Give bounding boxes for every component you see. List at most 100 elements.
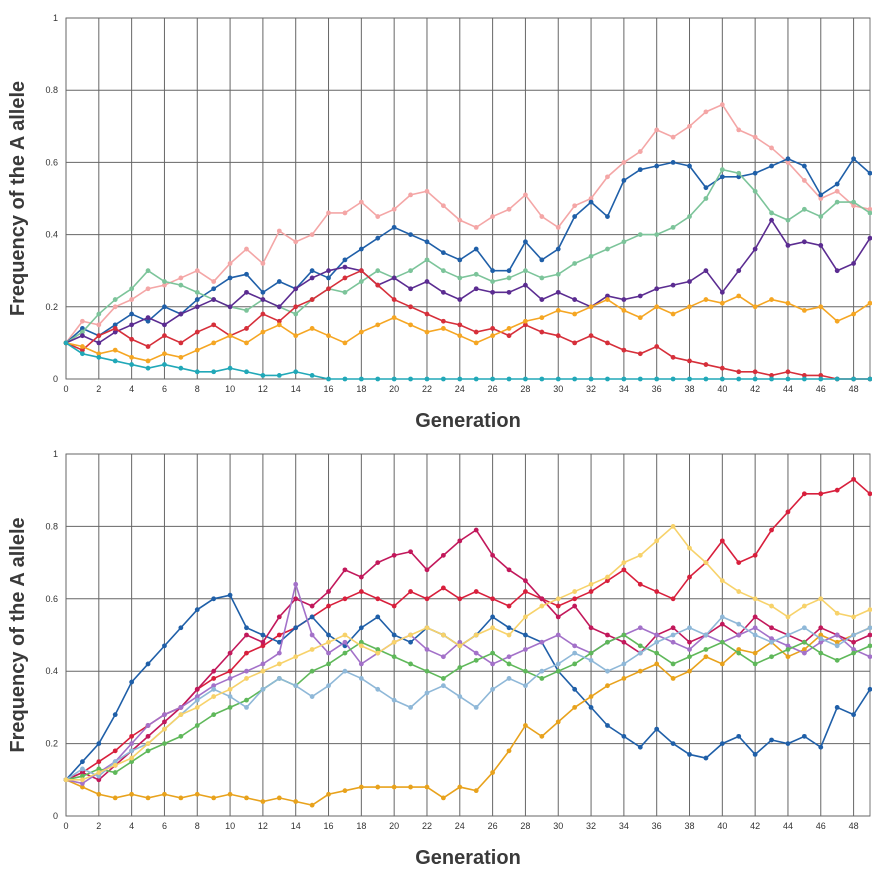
series-line	[65, 634, 871, 781]
point	[162, 712, 167, 718]
point	[162, 791, 167, 797]
point	[719, 578, 725, 584]
point	[112, 322, 118, 328]
point	[834, 632, 840, 638]
point	[851, 632, 856, 638]
x-tick-label: 16	[324, 821, 334, 831]
point	[358, 279, 364, 284]
point	[358, 639, 364, 645]
point	[326, 286, 331, 292]
point	[194, 607, 200, 613]
point	[178, 712, 184, 718]
point	[194, 329, 200, 335]
point	[194, 723, 200, 728]
point	[276, 279, 282, 284]
point	[572, 214, 578, 219]
point	[457, 257, 463, 263]
point	[506, 625, 512, 631]
point	[358, 676, 364, 681]
point	[440, 250, 446, 256]
series-line	[65, 157, 871, 344]
point	[572, 203, 578, 209]
point	[342, 567, 348, 573]
point	[244, 340, 249, 346]
point	[326, 376, 331, 382]
point	[293, 369, 299, 375]
point	[637, 643, 643, 649]
point	[736, 647, 742, 652]
point	[244, 705, 249, 710]
point	[162, 282, 167, 288]
point	[112, 347, 118, 353]
point	[490, 376, 496, 382]
point	[473, 224, 479, 230]
point	[736, 293, 742, 299]
point	[851, 650, 856, 656]
point	[293, 683, 299, 689]
point	[572, 705, 578, 710]
point	[637, 167, 643, 173]
series-line	[65, 478, 871, 781]
point	[309, 372, 315, 378]
point	[408, 589, 413, 594]
point	[457, 322, 463, 328]
point	[654, 163, 660, 169]
point	[506, 333, 512, 339]
point	[851, 639, 856, 645]
point	[293, 304, 299, 310]
x-tick-label: 40	[717, 384, 727, 394]
point	[276, 632, 282, 638]
point	[244, 632, 249, 638]
point	[408, 232, 413, 238]
point	[801, 650, 807, 656]
point	[375, 235, 381, 241]
point	[457, 665, 463, 670]
point	[719, 376, 725, 382]
point	[687, 279, 692, 284]
point	[539, 676, 545, 681]
point	[96, 311, 102, 317]
point	[719, 174, 725, 180]
point	[588, 199, 594, 205]
point	[260, 289, 266, 295]
point	[96, 759, 102, 765]
point	[129, 286, 135, 292]
point	[572, 261, 578, 266]
point	[637, 149, 643, 154]
point	[818, 196, 824, 201]
point	[194, 369, 200, 375]
point	[670, 224, 676, 230]
point	[227, 686, 233, 692]
point	[736, 560, 742, 565]
point	[424, 311, 430, 317]
point	[867, 491, 872, 497]
point	[211, 322, 217, 328]
x-tick-label: 46	[816, 384, 826, 394]
point	[605, 246, 610, 252]
point	[178, 275, 184, 281]
point	[211, 596, 217, 602]
point	[80, 770, 85, 775]
point	[375, 214, 381, 219]
point	[572, 376, 578, 382]
x-tick-label: 44	[783, 384, 793, 394]
point	[244, 676, 249, 681]
point	[523, 668, 528, 674]
point	[440, 203, 446, 209]
point	[145, 661, 151, 667]
point	[834, 199, 840, 205]
point	[506, 326, 512, 331]
point	[129, 679, 135, 685]
point	[719, 167, 725, 173]
y-tick-label: 1	[53, 13, 58, 23]
series-group	[63, 102, 872, 382]
point	[96, 741, 102, 746]
point	[654, 376, 660, 382]
point	[867, 643, 872, 649]
point	[391, 603, 397, 609]
point	[473, 271, 479, 277]
point	[834, 705, 840, 710]
point	[605, 668, 610, 674]
point	[588, 581, 594, 587]
x-tick-label: 2	[96, 384, 101, 394]
